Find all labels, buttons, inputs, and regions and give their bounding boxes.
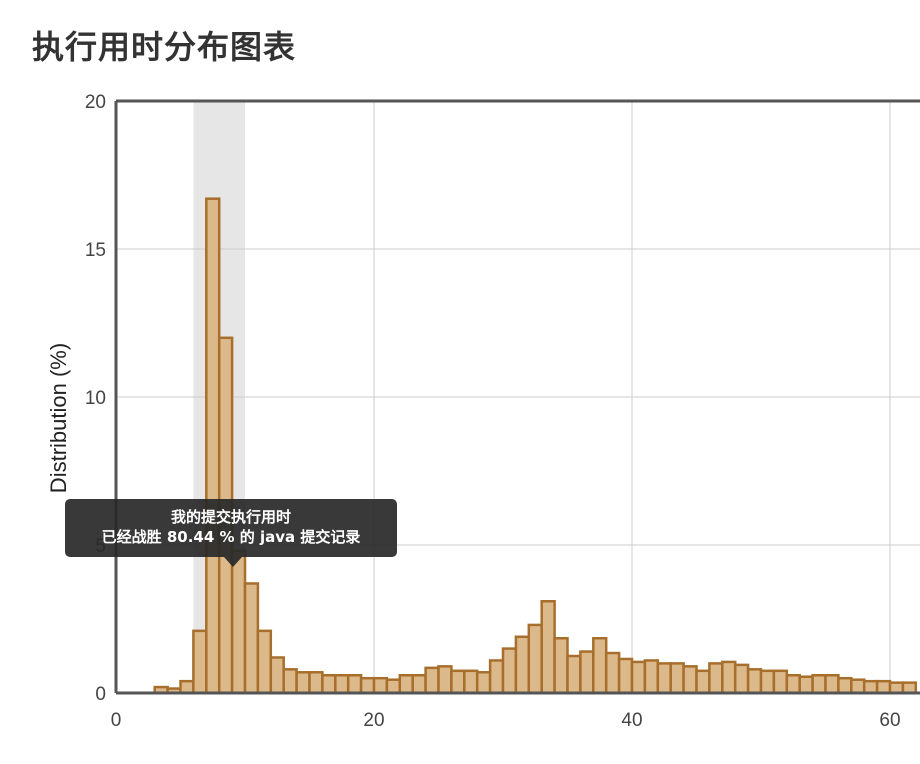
bar-33[interactable] [540, 599, 556, 695]
y-tick-label-10: 10 [85, 388, 106, 409]
axis-layer [114, 99, 920, 695]
bar-48[interactable] [733, 663, 750, 695]
bar-46[interactable] [708, 662, 724, 695]
x-tick-label-40: 40 [621, 710, 642, 731]
bar-39[interactable] [617, 657, 634, 695]
bar-59[interactable] [875, 679, 892, 695]
bar-26[interactable] [450, 669, 466, 695]
bar-56[interactable] [837, 676, 853, 695]
bar-53[interactable] [798, 675, 814, 695]
bar-58[interactable] [862, 679, 879, 695]
bar-13[interactable] [282, 668, 298, 695]
bar-9[interactable] [230, 549, 247, 695]
bar-37[interactable] [592, 636, 608, 695]
y-tick-label-0: 0 [95, 684, 106, 705]
bar-36[interactable] [579, 650, 595, 695]
bar-31[interactable] [514, 635, 531, 695]
bar-40[interactable] [630, 660, 647, 695]
bar-32[interactable] [527, 623, 543, 695]
bar-22[interactable] [398, 673, 414, 695]
bar-45[interactable] [695, 669, 711, 695]
bar-7[interactable] [205, 197, 221, 695]
bar-18[interactable] [346, 673, 363, 695]
bar-43[interactable] [669, 662, 685, 695]
bar-47[interactable] [721, 660, 737, 695]
y-tick-label-15: 15 [85, 240, 106, 261]
bar-44[interactable] [682, 665, 698, 695]
bar-52[interactable] [785, 673, 801, 695]
tooltip-arrow-icon [224, 557, 242, 567]
bar-35[interactable] [566, 654, 582, 695]
bar-57[interactable] [850, 678, 866, 695]
bar-60[interactable] [888, 681, 905, 695]
x-tick-label-60: 60 [879, 710, 900, 731]
bar-49[interactable] [746, 668, 763, 695]
y-tick-label-20: 20 [85, 92, 106, 113]
bar-19[interactable] [359, 676, 376, 695]
y-axis-title: Distribution (%) [46, 343, 71, 493]
tooltip-line-1: 我的提交执行用时 [170, 508, 291, 526]
bar-54[interactable] [811, 673, 827, 695]
x-tick-label-20: 20 [363, 710, 384, 731]
bar-55[interactable] [824, 673, 840, 695]
bar-6[interactable] [192, 629, 208, 695]
page-title: 执行用时分布图表 [32, 28, 297, 66]
bar-17[interactable] [334, 673, 350, 695]
bar-16[interactable] [321, 673, 337, 695]
bar-20[interactable] [372, 676, 389, 695]
bar-30[interactable] [501, 647, 518, 695]
bars-layer[interactable] [153, 197, 918, 695]
bar-28[interactable] [475, 671, 492, 695]
x-tick-label-0: 0 [111, 710, 122, 731]
bar-25[interactable] [437, 665, 453, 695]
bar-50[interactable] [759, 669, 776, 695]
bar-61[interactable] [901, 681, 918, 695]
bar-51[interactable] [772, 669, 789, 695]
submission-tooltip: 我的提交执行用时 已经战胜 80.44 % 的 java 提交记录 [65, 499, 397, 567]
bar-27[interactable] [463, 669, 479, 695]
bar-42[interactable] [656, 662, 672, 695]
bar-41[interactable] [643, 659, 660, 695]
tooltip-line-2: 已经战胜 80.44 % 的 java 提交记录 [101, 528, 361, 546]
bar-12[interactable] [269, 656, 285, 695]
bar-21[interactable] [385, 678, 402, 695]
bar-11[interactable] [256, 629, 273, 695]
bar-23[interactable] [411, 673, 427, 695]
bar-29[interactable] [488, 659, 505, 695]
bar-14[interactable] [295, 671, 311, 695]
bar-5[interactable] [179, 679, 195, 695]
bar-24[interactable] [424, 666, 440, 695]
bar-15[interactable] [308, 671, 324, 695]
bar-38[interactable] [604, 651, 621, 695]
bar-10[interactable] [243, 582, 260, 695]
bar-34[interactable] [553, 636, 569, 695]
